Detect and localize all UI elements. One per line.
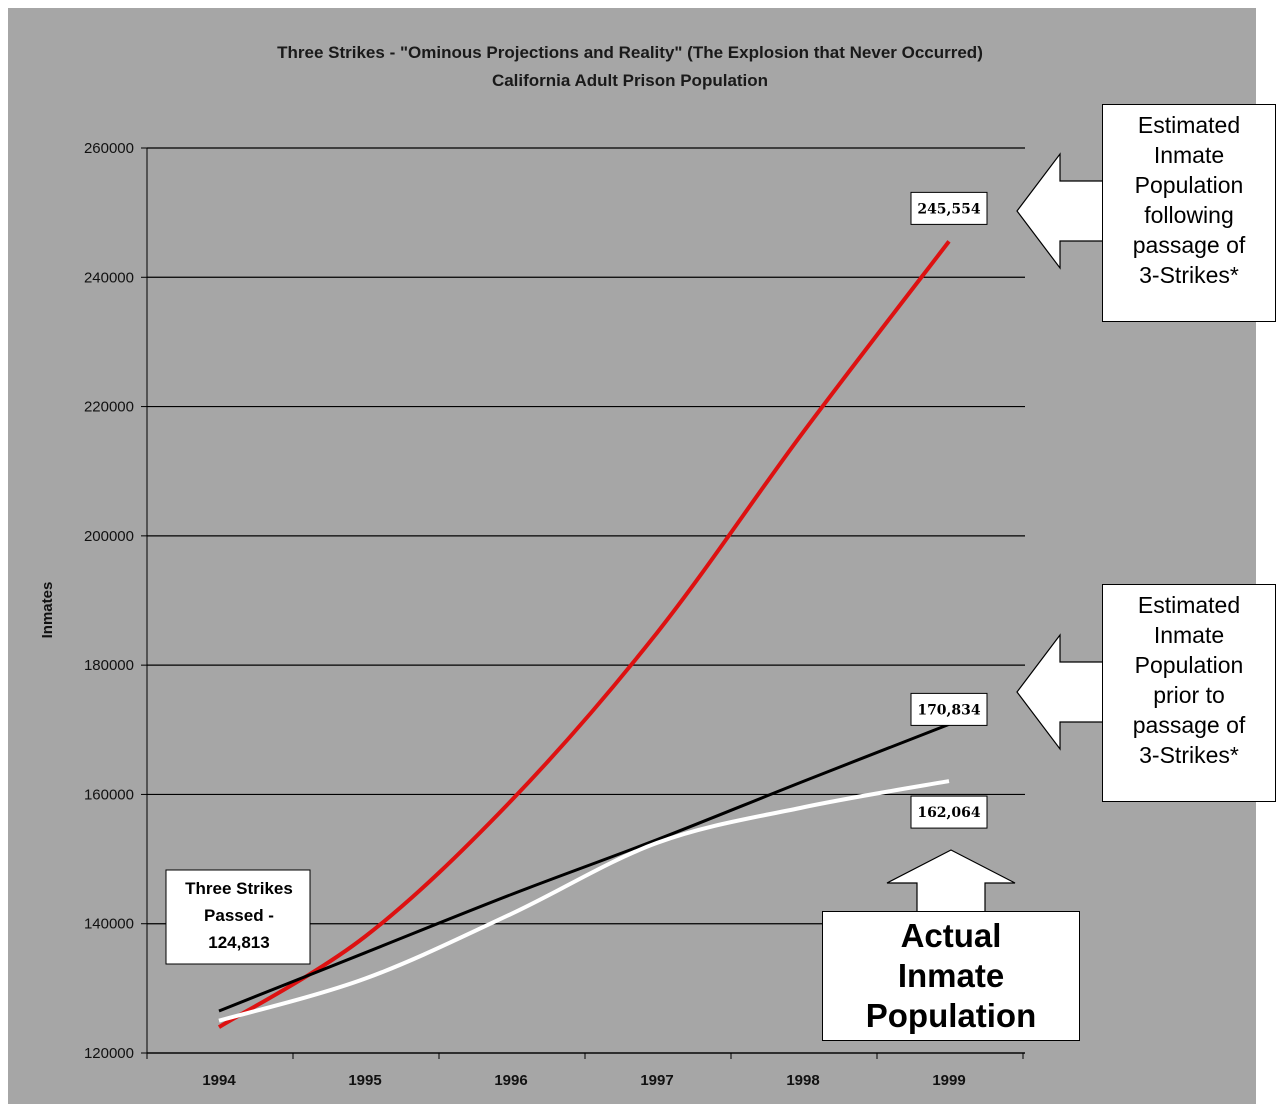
y-tick-label: 120000 [84, 1045, 134, 1062]
tick-labels: 120000 140000 160000 180000 200000 220000 2400… [84, 140, 966, 1089]
x-tick-label: 1995 [348, 1072, 381, 1089]
data-label-box [910, 692, 988, 726]
three-strikes-text: Three Strikes [185, 879, 293, 898]
series-line [217, 240, 951, 1029]
y-tick-label: 140000 [84, 916, 134, 933]
x-tick-label: 1994 [202, 1072, 236, 1089]
estimated-prior-note: Estimated Inmate Population prior to pas… [1102, 584, 1276, 802]
estimated-after-note: Estimated Inmate Population following pa… [1102, 104, 1276, 322]
data-label-text: 162,064 [917, 805, 981, 821]
chart-title: Three Strikes - "Ominous Projections and… [277, 43, 983, 62]
axes [146, 148, 1025, 1059]
three-strikes-box [165, 869, 311, 965]
actual-population-note: Actual Inmate Population [822, 911, 1080, 1041]
x-tick-label: 1998 [786, 1072, 819, 1089]
y-tick-label: 240000 [84, 269, 134, 286]
three-strikes-passed-annotation: Three Strikes Passed - 124,813 [165, 869, 311, 965]
chart-subtitle: California Adult Prison Population [492, 71, 768, 90]
y-tick-label: 200000 [84, 528, 134, 545]
data-label: 170,834 [910, 692, 988, 726]
x-tick-label: 1996 [494, 1072, 527, 1089]
y-tick-label: 180000 [84, 657, 134, 674]
y-tick-label: 220000 [84, 399, 134, 416]
three-strikes-text: Passed - [204, 906, 274, 925]
x-tick-label: 1997 [640, 1072, 673, 1089]
data-label-text: 170,834 [917, 702, 981, 718]
data-label-box [910, 795, 988, 829]
series-line [218, 779, 950, 1023]
series-line [218, 722, 950, 1013]
y-tick-label: 160000 [84, 786, 134, 803]
y-tick-label: 260000 [84, 140, 134, 157]
series-lines [217, 240, 951, 1029]
data-label: 245,554 [910, 191, 988, 225]
data-label: 162,064 [910, 795, 988, 829]
y-axis-label: Inmates [39, 582, 56, 639]
x-tick-label: 1999 [932, 1072, 965, 1089]
three-strikes-text: 124,813 [208, 933, 269, 952]
data-label-box [910, 191, 988, 225]
data-label-text: 245,554 [917, 201, 981, 217]
data-labels: 245,554 170,834 162,064 [910, 191, 988, 829]
